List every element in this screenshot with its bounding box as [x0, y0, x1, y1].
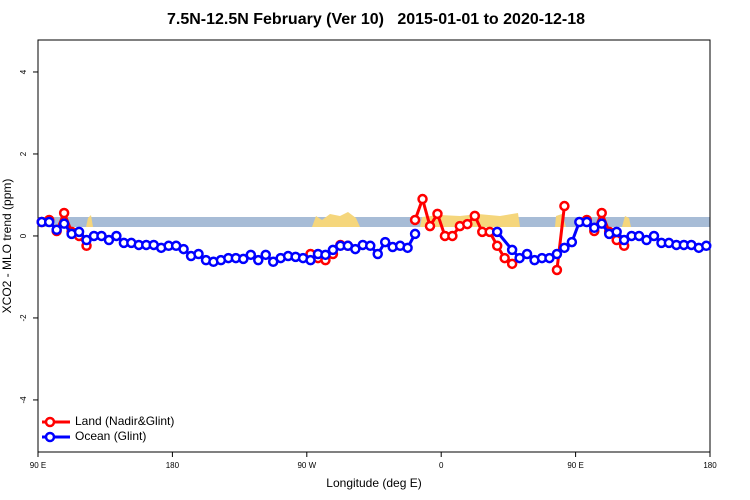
- point: [499, 252, 510, 264]
- point: [43, 216, 55, 228]
- x-tick-label: 90 W: [297, 461, 316, 470]
- point: [432, 208, 443, 220]
- point: [327, 244, 339, 256]
- point: [81, 234, 92, 246]
- y-tick-label: -4: [19, 396, 28, 404]
- point: [551, 248, 563, 260]
- point: [96, 230, 107, 242]
- land-mask: [38, 212, 710, 227]
- point: [73, 226, 85, 238]
- point: [566, 236, 578, 248]
- x-axis-label: Longitude (deg E): [326, 476, 421, 490]
- point: [589, 222, 600, 234]
- point: [402, 242, 413, 254]
- legend-label: Ocean (Glint): [75, 429, 146, 443]
- point: [514, 252, 525, 264]
- land-blob: [312, 212, 360, 227]
- point: [611, 226, 622, 238]
- y-axis-label: XCO2 - MLO trend (ppm): [0, 179, 14, 314]
- point: [417, 193, 428, 205]
- point: [365, 240, 376, 252]
- point: [178, 243, 189, 255]
- y-tick-label: 2: [19, 151, 28, 156]
- y-tick-label: 0: [19, 233, 28, 238]
- x-tick-label: 90 E: [567, 461, 583, 470]
- point: [103, 234, 115, 246]
- y-tick-label: -2: [19, 314, 28, 322]
- point: [551, 264, 563, 276]
- point: [469, 210, 481, 222]
- point: [409, 228, 421, 240]
- point: [559, 242, 570, 254]
- point: [491, 240, 503, 252]
- point: [506, 258, 518, 270]
- point: [596, 218, 607, 229]
- point: [596, 207, 607, 219]
- point: [51, 224, 62, 236]
- point: [372, 248, 383, 260]
- point: [544, 252, 555, 264]
- land-blob: [86, 215, 93, 227]
- point: [245, 249, 257, 261]
- point: [521, 248, 533, 260]
- point: [238, 253, 249, 265]
- mask-band: [38, 217, 710, 227]
- point: [305, 254, 316, 266]
- point: [111, 230, 122, 242]
- point: [618, 234, 630, 246]
- point: [379, 236, 391, 248]
- point: [58, 207, 70, 219]
- point: [424, 220, 436, 232]
- point: [462, 218, 473, 230]
- point: [491, 226, 503, 238]
- legend-marker: [44, 416, 56, 428]
- point: [581, 216, 593, 228]
- x-tick-label: 180: [703, 461, 717, 470]
- legend-label: Land (Nadir&Glint): [75, 414, 174, 428]
- x-tick-label: 180: [166, 461, 180, 470]
- point: [648, 230, 660, 242]
- y-tick-label: 4: [19, 69, 28, 74]
- point: [193, 248, 204, 260]
- point: [641, 234, 652, 246]
- x-tick-label: 90 E: [30, 461, 46, 470]
- chart-title: 7.5N-12.5N February (Ver 10) 2015-01-01 …: [167, 11, 585, 28]
- land-blob: [622, 216, 631, 227]
- point: [447, 230, 458, 242]
- point: [559, 200, 570, 212]
- point: [701, 240, 712, 252]
- point: [633, 230, 645, 242]
- point: [320, 249, 331, 261]
- point: [350, 243, 361, 255]
- point: [58, 218, 70, 229]
- point: [409, 214, 421, 226]
- legend-marker: [44, 431, 56, 443]
- point: [506, 244, 518, 256]
- point: [253, 254, 264, 266]
- point: [260, 249, 271, 261]
- x-tick-label: 0: [439, 461, 444, 470]
